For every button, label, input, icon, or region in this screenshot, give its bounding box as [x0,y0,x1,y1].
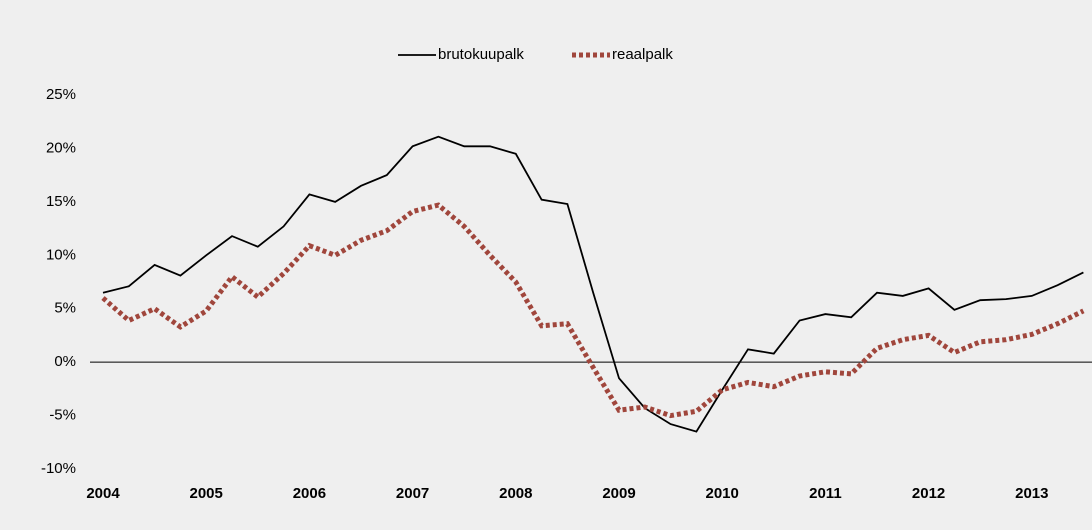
y-tick-label: 25% [46,86,76,103]
x-tick-label: 2011 [809,485,842,502]
x-tick-label: 2012 [912,485,945,502]
x-tick-label: 2006 [293,485,326,502]
series-line [101,202,1085,419]
y-tick-label: -5% [49,407,76,424]
x-tick-label: 2007 [396,485,429,502]
series-line [102,135,1084,433]
legend-label: brutokuupalk [438,46,524,63]
y-tick-label: 0% [54,353,76,370]
x-tick-label: 2013 [1015,485,1048,502]
x-tick-label: 2005 [190,485,223,502]
y-tick-label: 20% [46,139,76,156]
y-tick-label: 10% [46,246,76,263]
y-tick-label: -10% [41,460,76,477]
x-tick-label: 2010 [706,485,739,502]
x-tick-label: 2008 [499,485,532,502]
y-tick-label: 15% [46,193,76,210]
x-tick-label: 2009 [602,485,635,502]
y-tick-label: 5% [54,300,76,317]
legend-label: reaalpalk [612,46,673,63]
x-tick-label: 2004 [86,485,120,502]
